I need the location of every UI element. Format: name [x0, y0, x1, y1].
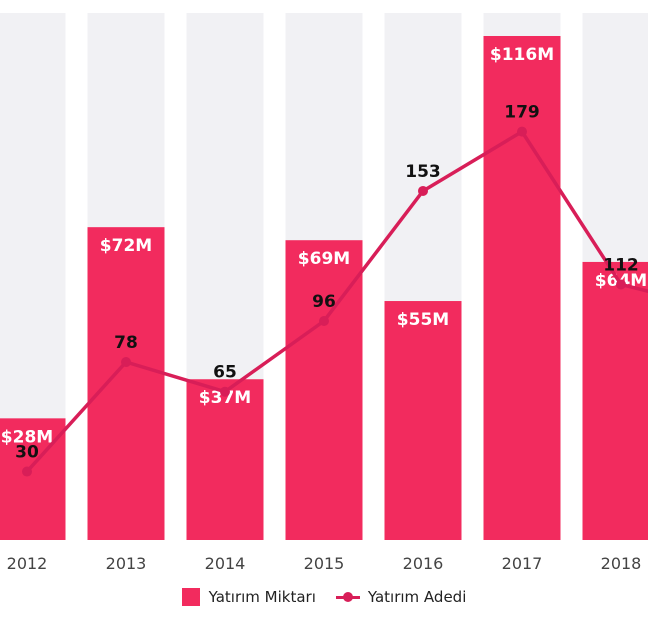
- bar-value-label: $28M: [1, 427, 53, 447]
- legend: Yatırım Miktarı Yatırım Adedi: [0, 588, 648, 606]
- bar-value-label: $116M: [490, 45, 554, 65]
- count-series-line: [25, 129, 648, 473]
- legend-item-count[interactable]: Yatırım Adedi: [335, 588, 467, 606]
- count-point: [319, 315, 329, 326]
- bar: [384, 301, 462, 540]
- x-tick-label: 2015: [304, 554, 345, 573]
- count-value-label: 153: [405, 162, 441, 182]
- count-labels: 30 78 65 96 153 179 112: [15, 103, 639, 463]
- count-value-label: 179: [504, 103, 540, 123]
- count-point: [517, 126, 527, 137]
- count-value-label: 96: [312, 292, 336, 312]
- legend-label-count: Yatırım Adedi: [367, 588, 467, 606]
- bar: [87, 227, 165, 540]
- x-tick-label: 2018: [601, 554, 642, 573]
- count-point: [121, 357, 131, 368]
- x-tick-label: 2013: [106, 554, 147, 573]
- bar: [582, 261, 648, 540]
- legend-line-count-icon: [335, 588, 360, 606]
- x-axis-ticks: 2012 2013 2014 2015 2016 2017 2018: [7, 554, 642, 573]
- legend-item-amount[interactable]: Yatırım Miktarı: [181, 588, 316, 606]
- count-point: [418, 185, 428, 196]
- count-line: [22, 126, 648, 477]
- count-value-label: 65: [213, 363, 237, 383]
- x-tick-label: 2014: [205, 554, 246, 573]
- count-point: [220, 386, 230, 397]
- bars: [0, 36, 648, 540]
- legend-swatch-amount: [181, 588, 200, 606]
- legend-label-amount: Yatırım Miktarı: [208, 588, 316, 606]
- x-tick-label: 2012: [7, 554, 48, 573]
- x-tick-label: 2017: [502, 554, 543, 573]
- count-point: [616, 279, 626, 290]
- count-point: [22, 466, 32, 477]
- bar-value-label: $37M: [199, 388, 251, 408]
- bar-value-label: $69M: [298, 249, 350, 269]
- x-tick-label: 2016: [403, 554, 444, 573]
- count-value-label: 78: [114, 333, 138, 353]
- bar-value-label: $72M: [100, 236, 152, 256]
- count-value-label: 30: [15, 443, 39, 463]
- bar: [186, 379, 264, 540]
- bar: [483, 36, 561, 540]
- bar-value-label: $55M: [397, 310, 449, 330]
- bar: [285, 240, 363, 540]
- count-value-label: 112: [603, 255, 639, 275]
